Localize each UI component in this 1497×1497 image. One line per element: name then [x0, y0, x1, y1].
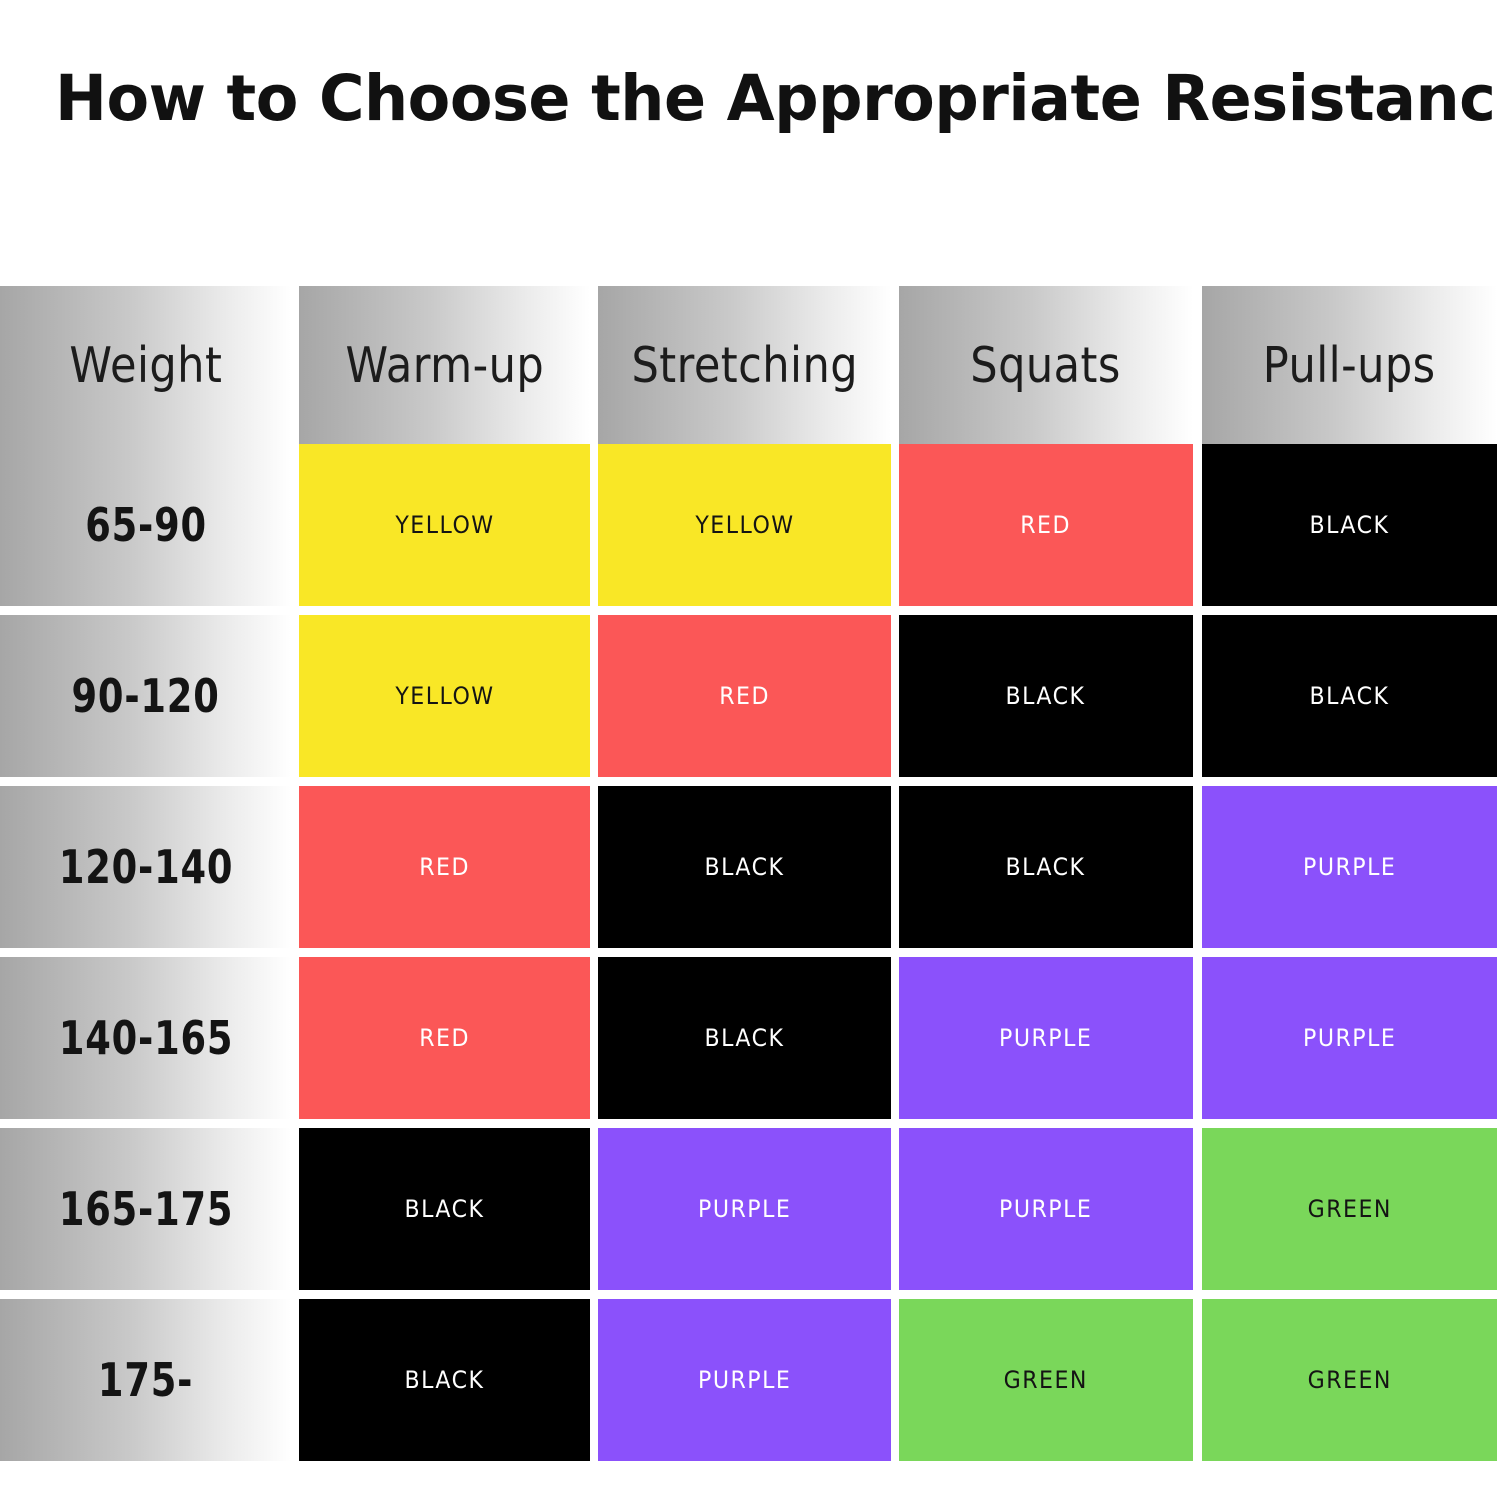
- column-header-squats: Squats: [899, 286, 1193, 444]
- column-header-label: Pull-ups: [1262, 336, 1436, 394]
- band-label: YELLOW: [394, 682, 495, 710]
- table-row: 140-165 RED BLACK PURPLE PURPLE: [0, 957, 1497, 1119]
- band-cell-purple: PURPLE: [1201, 786, 1497, 948]
- column-header-warm-up: Warm-up: [299, 286, 590, 444]
- band-label: RED: [1020, 511, 1072, 539]
- weight-cell: 65-90: [0, 444, 292, 606]
- band-label: RED: [419, 853, 470, 881]
- resistance-band-table: Weight Warm-up Stretching Squats Pull-up…: [0, 286, 1497, 1461]
- column-header-label: Warm-up: [345, 336, 544, 394]
- band-label: GREEN: [1003, 1366, 1089, 1394]
- band-cell-green: GREEN: [1201, 1128, 1497, 1290]
- band-label: BLACK: [404, 1195, 485, 1223]
- weight-cell: 140-165: [0, 957, 292, 1119]
- band-label: PURPLE: [999, 1195, 1093, 1223]
- band-cell-black: BLACK: [899, 615, 1193, 777]
- weight-label: 175-: [98, 1353, 194, 1407]
- page-title: How to Choose the Appropriate Resistance…: [55, 62, 1497, 135]
- band-cell-black: BLACK: [1201, 615, 1497, 777]
- band-label: BLACK: [1309, 682, 1390, 710]
- band-cell-black: BLACK: [597, 957, 892, 1119]
- band-cell-black: BLACK: [1201, 444, 1497, 606]
- weight-cell: 120-140: [0, 786, 292, 948]
- band-label: BLACK: [704, 1024, 785, 1052]
- weight-label: 140-165: [58, 1011, 233, 1065]
- band-label: BLACK: [1309, 511, 1390, 539]
- band-cell-red: RED: [899, 444, 1193, 606]
- band-label: BLACK: [1005, 853, 1086, 881]
- band-cell-yellow: YELLOW: [299, 615, 590, 777]
- band-label: GREEN: [1307, 1366, 1392, 1394]
- table-body: 65-90 YELLOW YELLOW RED BLACK 90-120 YELLOW RED…: [0, 444, 1497, 1461]
- band-cell-black: BLACK: [299, 1299, 590, 1461]
- band-label: PURPLE: [697, 1366, 792, 1394]
- band-label: RED: [719, 682, 770, 710]
- band-cell-green: GREEN: [1201, 1299, 1497, 1461]
- column-header-label: Stretching: [631, 336, 858, 394]
- band-label: PURPLE: [999, 1024, 1093, 1052]
- table-row: 165-175 BLACK PURPLE PURPLE GREEN: [0, 1128, 1497, 1290]
- band-cell-purple: PURPLE: [597, 1128, 892, 1290]
- table-header-row: Weight Warm-up Stretching Squats Pull-up…: [0, 286, 1497, 444]
- weight-label: 65-90: [84, 498, 207, 552]
- weight-label: 120-140: [58, 840, 233, 894]
- band-cell-yellow: YELLOW: [597, 444, 892, 606]
- column-header-weight: Weight: [0, 286, 292, 444]
- table-row: 120-140 RED BLACK BLACK PURPLE: [0, 786, 1497, 948]
- band-cell-black: BLACK: [299, 1128, 590, 1290]
- band-label: BLACK: [1005, 682, 1086, 710]
- band-cell-green: GREEN: [899, 1299, 1193, 1461]
- weight-cell: 165-175: [0, 1128, 292, 1290]
- band-label: PURPLE: [1302, 1024, 1396, 1052]
- weight-label: 165-175: [58, 1182, 233, 1236]
- band-cell-yellow: YELLOW: [299, 444, 590, 606]
- column-header-pull-ups: Pull-ups: [1201, 286, 1497, 444]
- band-label: YELLOW: [394, 511, 495, 539]
- column-header-label: Squats: [970, 336, 1122, 394]
- band-cell-purple: PURPLE: [899, 1128, 1193, 1290]
- band-cell-red: RED: [597, 615, 892, 777]
- band-label: PURPLE: [697, 1195, 792, 1223]
- band-label: BLACK: [704, 853, 785, 881]
- band-cell-black: BLACK: [597, 786, 892, 948]
- band-cell-purple: PURPLE: [597, 1299, 892, 1461]
- band-cell-black: BLACK: [899, 786, 1193, 948]
- band-cell-purple: PURPLE: [899, 957, 1193, 1119]
- band-cell-red: RED: [299, 957, 590, 1119]
- band-label: GREEN: [1307, 1195, 1392, 1223]
- table-row: 65-90 YELLOW YELLOW RED BLACK: [0, 444, 1497, 606]
- column-header-label: Weight: [69, 336, 223, 394]
- weight-label: 90-120: [71, 669, 220, 723]
- band-label: YELLOW: [694, 511, 795, 539]
- weight-cell: 90-120: [0, 615, 292, 777]
- table-row: 175- BLACK PURPLE GREEN GREEN: [0, 1299, 1497, 1461]
- band-label: RED: [419, 1024, 470, 1052]
- table-row: 90-120 YELLOW RED BLACK BLACK: [0, 615, 1497, 777]
- band-label: BLACK: [404, 1366, 485, 1394]
- band-cell-purple: PURPLE: [1201, 957, 1497, 1119]
- band-label: PURPLE: [1302, 853, 1396, 881]
- weight-cell: 175-: [0, 1299, 292, 1461]
- band-cell-red: RED: [299, 786, 590, 948]
- column-header-stretching: Stretching: [597, 286, 892, 444]
